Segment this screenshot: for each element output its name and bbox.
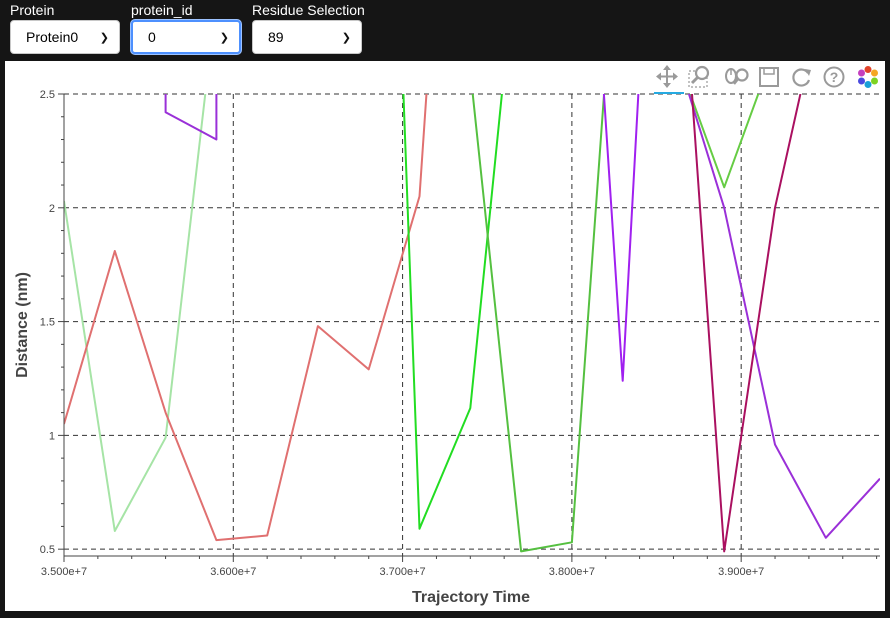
y-tick-label: 2.5 (40, 89, 55, 101)
y-tick-label: 0.5 (40, 544, 55, 556)
axes: 0.5 1 1.5 2 2.5 3.500e+7 3.600e+7 3.700e+7 3.800… (40, 89, 880, 578)
pan-icon[interactable] (653, 64, 684, 94)
series-line-6 (602, 94, 640, 382)
y-tick-label: 1.5 (40, 317, 55, 329)
residue-select-value: 89 (268, 29, 284, 45)
protein-label: Protein (10, 2, 55, 18)
plot-area[interactable]: 0.5 1 1.5 2 2.5 3.500e+7 3.600e+7 3.700e+7 3.800… (5, 61, 885, 611)
y-tick-label: 1 (49, 430, 55, 442)
chevron-down-icon: ❯ (219, 31, 229, 44)
chevron-down-icon: ❯ (99, 31, 109, 44)
series-line-7 (689, 94, 760, 189)
series-line-3 (164, 94, 218, 141)
y-axis-title: Distance (nm) (14, 272, 31, 378)
protein-id-select[interactable]: 0 ❯ (131, 20, 241, 54)
residue-select[interactable]: 89 ❯ (252, 20, 362, 54)
x-tick-label: 3.500e+7 (41, 566, 87, 578)
x-tick-label: 3.700e+7 (379, 566, 425, 578)
protein-id-select-value: 0 (148, 29, 156, 45)
series-line-9 (691, 94, 802, 553)
reset-icon[interactable] (792, 68, 811, 87)
wheel-zoom-icon[interactable] (725, 68, 749, 85)
svg-text:?: ? (830, 69, 839, 85)
series-line-5 (471, 94, 606, 553)
residue-label: Residue Selection (252, 2, 365, 18)
toolbar: ? (653, 64, 878, 94)
protein-id-label: protein_id (131, 2, 193, 18)
series-line-2 (64, 94, 428, 542)
series-layer (64, 94, 880, 553)
grid-lines (63, 93, 880, 556)
bokeh-logo-icon[interactable] (858, 66, 878, 88)
help-icon[interactable]: ? (823, 66, 845, 88)
x-axis-title: Trajectory Time (412, 589, 530, 606)
y-tick-label: 2 (49, 203, 55, 215)
save-icon[interactable] (759, 67, 779, 87)
protein-select-value: Protein0 (26, 29, 79, 45)
series-line-1 (64, 94, 207, 532)
x-tick-label: 3.600e+7 (210, 566, 256, 578)
protein-select[interactable]: Protein0 ❯ (10, 20, 120, 54)
x-tick-label: 3.900e+7 (718, 566, 764, 578)
box-zoom-icon[interactable] (688, 65, 710, 88)
distance-chart[interactable]: 0.5 1 1.5 2 2.5 3.500e+7 3.600e+7 3.700e+7 3.800… (5, 61, 885, 611)
series-line-4 (402, 94, 503, 530)
chevron-down-icon: ❯ (341, 31, 351, 44)
x-tick-label: 3.800e+7 (549, 566, 595, 578)
series-line-8 (687, 94, 880, 539)
